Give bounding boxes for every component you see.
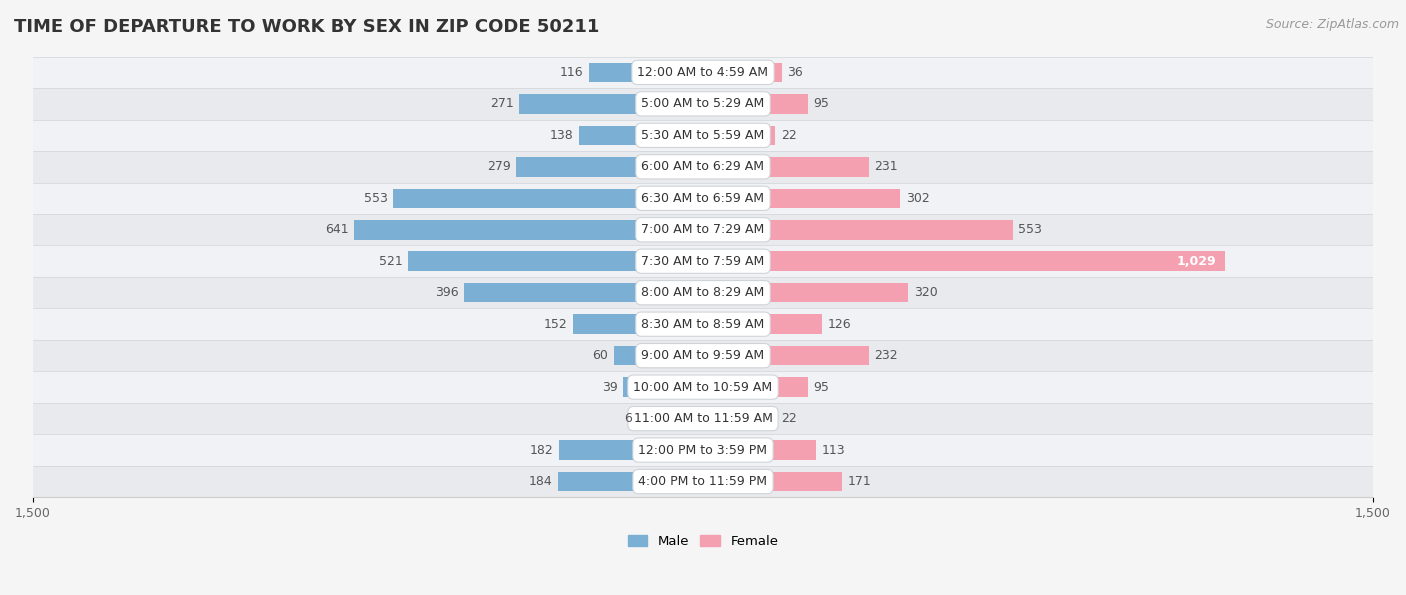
Text: 138: 138: [550, 129, 574, 142]
Text: 9:00 AM to 9:59 AM: 9:00 AM to 9:59 AM: [641, 349, 765, 362]
Bar: [516, 157, 641, 177]
Text: 182: 182: [530, 444, 554, 456]
Text: 7:30 AM to 7:59 AM: 7:30 AM to 7:59 AM: [641, 255, 765, 268]
Bar: [765, 409, 775, 428]
Bar: [765, 126, 775, 145]
Bar: [408, 252, 641, 271]
Text: 152: 152: [544, 318, 567, 331]
Bar: [560, 440, 641, 460]
Text: 184: 184: [529, 475, 553, 488]
Text: 302: 302: [905, 192, 929, 205]
Bar: [32, 57, 1374, 88]
Text: 95: 95: [813, 381, 830, 394]
Bar: [464, 283, 641, 302]
Bar: [32, 403, 1374, 434]
Text: 95: 95: [813, 98, 830, 110]
Bar: [32, 466, 1374, 497]
Bar: [765, 314, 823, 334]
Bar: [394, 189, 641, 208]
Text: 6:00 AM to 6:29 AM: 6:00 AM to 6:29 AM: [641, 160, 765, 173]
Text: 22: 22: [780, 129, 796, 142]
Bar: [765, 220, 1012, 240]
Bar: [765, 377, 808, 397]
Text: TIME OF DEPARTURE TO WORK BY SEX IN ZIP CODE 50211: TIME OF DEPARTURE TO WORK BY SEX IN ZIP …: [14, 18, 599, 36]
Text: 1,029: 1,029: [1177, 255, 1216, 268]
Bar: [354, 220, 641, 240]
Text: 6: 6: [624, 412, 633, 425]
Legend: Male, Female: Male, Female: [627, 534, 779, 548]
Bar: [32, 308, 1374, 340]
Text: 12:00 PM to 3:59 PM: 12:00 PM to 3:59 PM: [638, 444, 768, 456]
Text: 171: 171: [848, 475, 872, 488]
Bar: [623, 377, 641, 397]
Bar: [32, 151, 1374, 183]
Text: 22: 22: [780, 412, 796, 425]
Text: 5:00 AM to 5:29 AM: 5:00 AM to 5:29 AM: [641, 98, 765, 110]
Bar: [32, 183, 1374, 214]
Bar: [765, 346, 869, 365]
Text: 4:00 PM to 11:59 PM: 4:00 PM to 11:59 PM: [638, 475, 768, 488]
Text: 271: 271: [491, 98, 515, 110]
Text: 11:00 AM to 11:59 AM: 11:00 AM to 11:59 AM: [634, 412, 772, 425]
Bar: [32, 434, 1374, 466]
Bar: [32, 277, 1374, 308]
Text: 521: 521: [378, 255, 402, 268]
Bar: [765, 472, 842, 491]
Bar: [32, 371, 1374, 403]
Text: 116: 116: [560, 66, 583, 79]
Bar: [32, 120, 1374, 151]
Text: 553: 553: [364, 192, 388, 205]
Text: 279: 279: [486, 160, 510, 173]
Text: 6:30 AM to 6:59 AM: 6:30 AM to 6:59 AM: [641, 192, 765, 205]
Bar: [579, 126, 641, 145]
Bar: [765, 94, 808, 114]
Text: 60: 60: [592, 349, 609, 362]
Bar: [589, 62, 641, 82]
Bar: [572, 314, 641, 334]
Bar: [638, 409, 641, 428]
Bar: [32, 340, 1374, 371]
Bar: [765, 252, 1225, 271]
Text: 231: 231: [875, 160, 897, 173]
Text: 232: 232: [875, 349, 898, 362]
Text: 7:00 AM to 7:29 AM: 7:00 AM to 7:29 AM: [641, 223, 765, 236]
Text: Source: ZipAtlas.com: Source: ZipAtlas.com: [1265, 18, 1399, 31]
Bar: [32, 214, 1374, 246]
Text: 36: 36: [787, 66, 803, 79]
Text: 5:30 AM to 5:59 AM: 5:30 AM to 5:59 AM: [641, 129, 765, 142]
Text: 39: 39: [602, 381, 617, 394]
Bar: [765, 157, 869, 177]
Bar: [32, 88, 1374, 120]
Text: 113: 113: [821, 444, 845, 456]
Text: 320: 320: [914, 286, 938, 299]
Bar: [765, 62, 782, 82]
Text: 553: 553: [1018, 223, 1042, 236]
Text: 8:00 AM to 8:29 AM: 8:00 AM to 8:29 AM: [641, 286, 765, 299]
Text: 641: 641: [325, 223, 349, 236]
Text: 8:30 AM to 8:59 AM: 8:30 AM to 8:59 AM: [641, 318, 765, 331]
Bar: [765, 189, 900, 208]
Text: 10:00 AM to 10:59 AM: 10:00 AM to 10:59 AM: [634, 381, 772, 394]
Bar: [765, 283, 908, 302]
Text: 396: 396: [434, 286, 458, 299]
Bar: [613, 346, 641, 365]
Bar: [32, 246, 1374, 277]
Bar: [558, 472, 641, 491]
Text: 126: 126: [827, 318, 851, 331]
Bar: [519, 94, 641, 114]
Text: 12:00 AM to 4:59 AM: 12:00 AM to 4:59 AM: [637, 66, 769, 79]
Bar: [765, 440, 815, 460]
